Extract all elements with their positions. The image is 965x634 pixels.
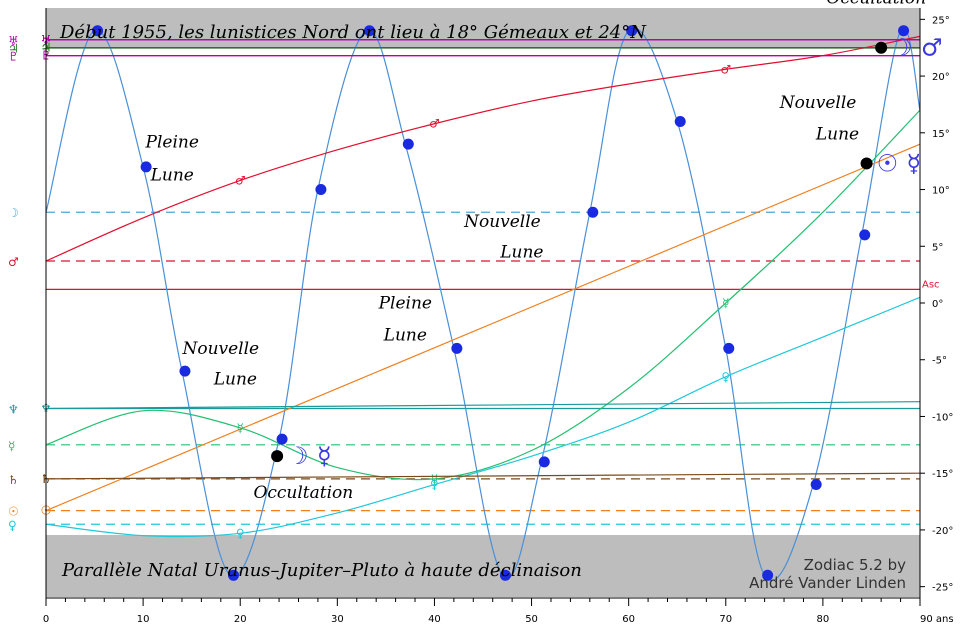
series-glyph-1-1: ♂: [429, 117, 440, 131]
y-tick-label-7: -10°: [932, 412, 953, 423]
y-tick-label-3: 10°: [932, 186, 950, 197]
series-line-4: [45, 296, 921, 538]
x-tick-label-2: 20: [234, 614, 247, 625]
x-tick-label-4: 40: [428, 614, 441, 625]
natal-glyph-3: ☽: [8, 206, 19, 220]
x-tick-label-8: 80: [817, 614, 830, 625]
event-glyphs-1: ☽ ♂: [891, 34, 942, 62]
y-tick-label-10: -25°: [932, 583, 953, 594]
series-glyph-3-1: ☿: [431, 472, 438, 486]
x-tick-label-3: 30: [331, 614, 344, 625]
events: ☽ ☿ ☽ ♂ ☉ ☿: [271, 34, 943, 470]
y-ticks: 25° 20° 15° 10° 5° 0° -5° -10° -15° -20° -25°: [920, 15, 953, 594]
y-tick-label-5: 0°: [932, 299, 943, 310]
annotation-9: Occultation: [826, 0, 926, 8]
annotation-5: Lune: [383, 325, 427, 345]
annotation-2: Nouvelle: [463, 212, 541, 232]
event-dot-2: [860, 157, 873, 170]
chart-title: Début 1955, les lunistices Nord ont lieu…: [59, 22, 647, 43]
x-tick-label-5: 50: [525, 614, 538, 625]
moon-marker-12: [587, 206, 599, 218]
credit-line-2: André Vander Linden: [749, 574, 906, 592]
series-glyph-3-2: ☿: [722, 296, 729, 310]
footer-band: [46, 535, 920, 597]
event-glyphs-2: ☉ ☿: [877, 149, 922, 177]
moon-marker-10: [499, 569, 511, 581]
moon-marker-13: [626, 25, 638, 37]
moon-marker-8: [402, 138, 414, 150]
natal-glyph-9: ☉: [8, 505, 19, 519]
y-tick-label-6: -5°: [932, 356, 947, 367]
series-line-1: [45, 35, 921, 262]
credit-line-1: Zodiac 5.2 by: [804, 556, 906, 574]
y-tick-label-0: 25°: [932, 15, 950, 26]
annotation-4: Pleine: [378, 294, 432, 314]
natal-glyph-7: ☿: [8, 439, 15, 453]
event-dot-0: [271, 450, 284, 463]
natal-glyph-6: ♆: [8, 403, 19, 417]
moon-marker-2: [140, 161, 152, 173]
annotation-8: Occultation: [253, 483, 353, 503]
annotations: Pleine Lune Nouvelle Lune Pleine Lune Nouvelle…: [145, 0, 927, 503]
natal-label-5: Asc: [922, 279, 940, 290]
y-tick-label-1: 20°: [932, 72, 950, 83]
series-line-2: [45, 143, 921, 512]
y-tick-label-4: 5°: [932, 242, 943, 253]
moon-marker-18: [859, 229, 871, 241]
series-glyph-1-0: ♂: [235, 173, 246, 187]
annotation-10: Nouvelle: [779, 93, 857, 113]
series-line-5: [45, 401, 921, 410]
series-glyph-4-1: ♀: [430, 478, 439, 492]
annotation-11: Lune: [815, 125, 859, 145]
x-tick-label-1: 10: [137, 614, 150, 625]
moon-marker-9: [451, 342, 463, 354]
y-tick-label-9: -20°: [932, 526, 953, 537]
moon-marker-16: [762, 569, 774, 581]
annotation-7: Lune: [213, 370, 257, 390]
moon-markers: [92, 25, 910, 581]
series-glyph-3-0: ☿: [237, 421, 244, 435]
natal-glyph-8: ♄: [8, 473, 19, 487]
x-ticks: 0 10 20 30 40 50 60 70 80 90 ans: [43, 598, 954, 625]
x-tick-label-6: 60: [622, 614, 635, 625]
moon-marker-15: [723, 342, 735, 354]
moon-marker-4: [228, 569, 240, 581]
moon-marker-1: [92, 25, 104, 37]
annotation-1: Lune: [150, 165, 194, 185]
moon-marker-17: [810, 479, 822, 491]
y-tick-label-8: -15°: [932, 469, 953, 480]
moon-marker-3: [179, 365, 191, 377]
annotation-6: Nouvelle: [181, 339, 259, 359]
natal-glyph-4: ♂: [8, 255, 19, 269]
series-glyph-4-2: ♀: [721, 370, 730, 384]
event-glyphs-0: ☽ ☿: [287, 442, 332, 470]
annotation-3: Lune: [499, 243, 543, 263]
event-dot-1: [875, 41, 888, 54]
series-line-3: [45, 109, 921, 481]
x-tick-label-7: 70: [719, 614, 732, 625]
natal-glyph-2: ♇: [8, 50, 19, 64]
chart-subtitle: Parallèle Natal Uranus–Jupiter–Pluto à h…: [61, 560, 582, 581]
moon-marker-6: [315, 184, 327, 196]
x-tick-label-9: 90 ans: [920, 614, 954, 625]
moon-marker-14: [674, 115, 686, 127]
series-line-6: [45, 472, 921, 480]
natal-glyph-10: ♀: [8, 518, 17, 532]
natal-glyph-1: ♃: [8, 42, 19, 56]
y-tick-label-2: 15°: [932, 129, 950, 140]
natal-glyph-0: ♅: [8, 34, 19, 48]
title-band: [46, 8, 920, 49]
moon-marker-11: [538, 456, 550, 468]
x-tick-label-0: 0: [43, 614, 49, 625]
moon-marker-5: [276, 433, 288, 445]
annotation-0: Pleine: [145, 133, 199, 153]
series-glyph-4-0: ♀: [236, 526, 245, 540]
moon-marker-19: [898, 25, 910, 37]
series-glyph-1-2: ♂: [720, 62, 731, 76]
moon-marker-7: [363, 25, 375, 37]
